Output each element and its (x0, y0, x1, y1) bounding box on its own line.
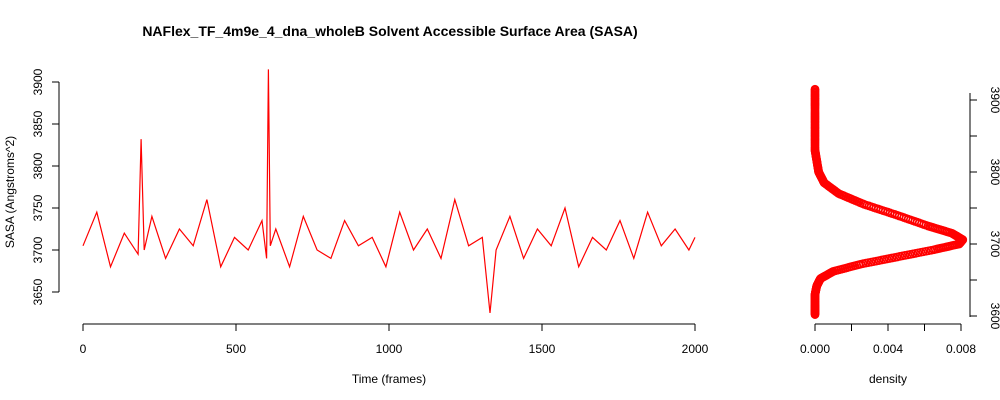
ts-x-ticks: 0 500 1000 1500 2000 (80, 324, 709, 356)
ts-x-axis-label: Time (frames) (352, 372, 426, 386)
dens-x-axis-label: density (869, 372, 907, 386)
time-series-panel: 0 500 1000 1500 2000 3650 3700 3750 3800 3850 390… (3, 68, 709, 386)
ts-y-ticks: 3650 3700 3750 3800 3850 3900 (31, 68, 59, 305)
ts-y-tick-label: 3650 (31, 278, 45, 305)
sasa-time-series-line (82, 69, 696, 314)
dens-x-ticks: 0.000 0.004 0.008 (800, 324, 976, 356)
dens-y-tick-label: 3600 (988, 303, 1000, 330)
dens-y-tick-label: 3700 (988, 231, 1000, 258)
density-points (810, 84, 968, 319)
ts-y-axis-label: SASA (Angstroms^2) (3, 136, 17, 248)
ts-x-tick-label: 1000 (376, 342, 403, 356)
ts-y-tick-label: 3850 (31, 110, 45, 137)
ts-y-tick-label: 3750 (31, 194, 45, 221)
ts-y-tick-label: 3700 (31, 236, 45, 263)
dens-x-tick-label: 0.008 (946, 342, 976, 356)
ts-y-tick-label: 3800 (31, 152, 45, 179)
density-panel: 0.000 0.004 0.008 3600 3700 3800 3900 density (800, 84, 1000, 386)
dens-y-ticks: 3600 3700 3800 3900 (970, 87, 1000, 330)
dens-y-tick-label: 3800 (988, 159, 1000, 186)
ts-x-tick-label: 1500 (529, 342, 556, 356)
ts-x-tick-label: 2000 (682, 342, 709, 356)
density-point (810, 84, 820, 94)
chart-title: NAFlex_TF_4m9e_4_dna_wholeB Solvent Acce… (142, 23, 637, 39)
ts-x-tick-label: 0 (80, 342, 87, 356)
dens-x-tick-label: 0.004 (873, 342, 903, 356)
dens-y-tick-label: 3900 (988, 87, 1000, 114)
dens-x-tick-label: 0.000 (800, 342, 830, 356)
ts-x-tick-label: 500 (226, 342, 246, 356)
ts-y-tick-label: 3900 (31, 68, 45, 95)
